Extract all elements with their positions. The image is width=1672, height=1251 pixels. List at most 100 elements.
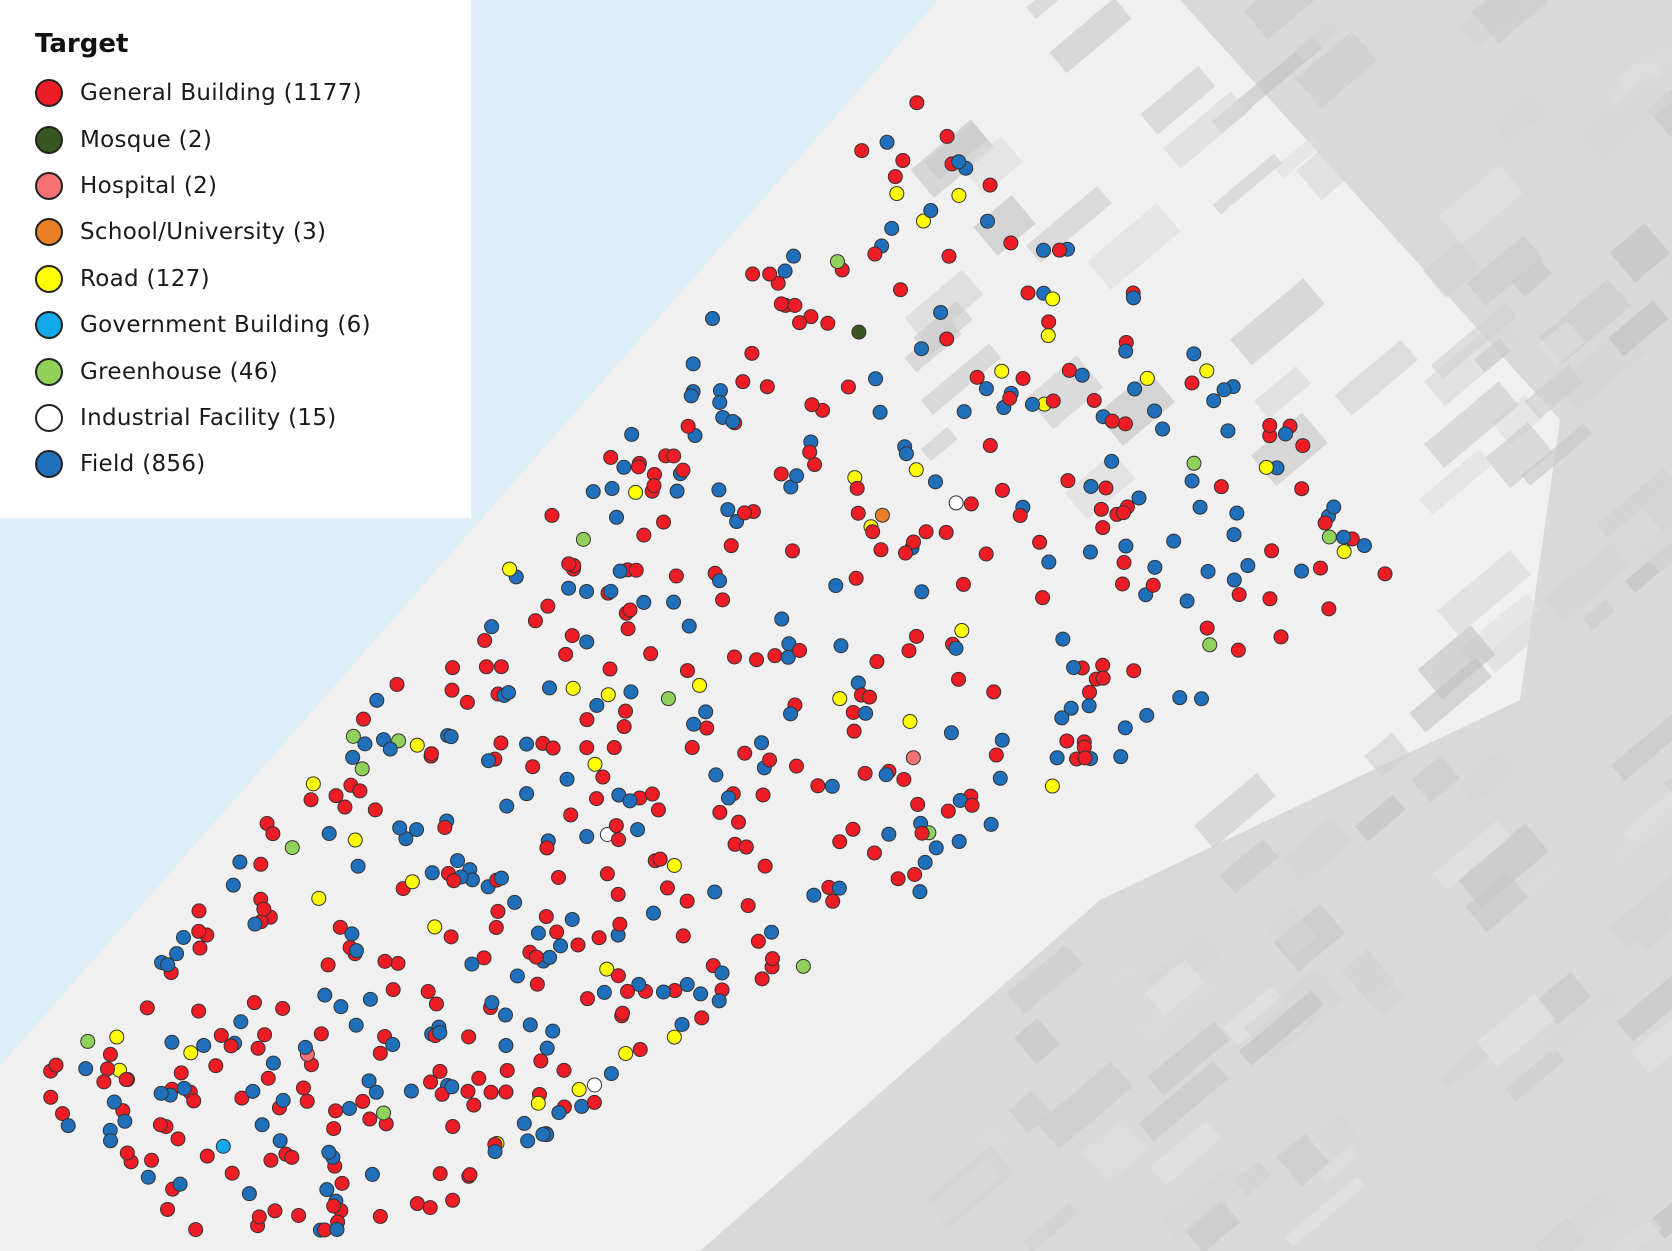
map-marker xyxy=(1294,563,1310,579)
legend-label: Greenhouse (46) xyxy=(80,358,279,385)
map-marker xyxy=(610,968,626,984)
map-marker xyxy=(250,1040,266,1056)
map-marker xyxy=(484,619,500,635)
map-marker xyxy=(1356,538,1372,554)
map-marker xyxy=(906,534,922,550)
map-marker xyxy=(828,578,844,594)
map-marker xyxy=(362,1111,378,1127)
map-marker xyxy=(608,818,624,834)
map-marker xyxy=(1127,381,1143,397)
map-marker xyxy=(256,901,272,917)
map-marker xyxy=(599,866,615,882)
field-patch xyxy=(921,1157,1003,1232)
map-marker xyxy=(591,930,607,946)
map-marker xyxy=(792,315,808,331)
map-marker xyxy=(99,1061,115,1077)
map-marker xyxy=(498,1038,514,1054)
field-patch xyxy=(1295,30,1378,109)
map-marker xyxy=(750,933,766,949)
map-marker xyxy=(1312,560,1328,576)
map-marker xyxy=(851,324,867,340)
legend-item: Industrial Facility (15) xyxy=(35,395,471,441)
field-patch xyxy=(1542,986,1621,1056)
map-marker xyxy=(833,638,849,654)
legend-label: General Building (1177) xyxy=(80,80,362,107)
map-marker xyxy=(55,1106,71,1122)
map-marker xyxy=(303,792,319,808)
field-patch xyxy=(1281,816,1353,884)
map-marker xyxy=(409,1196,425,1212)
map-marker xyxy=(564,911,580,927)
map-marker xyxy=(767,648,783,664)
map-marker xyxy=(712,573,728,589)
field-patch xyxy=(1538,320,1586,367)
map-marker xyxy=(1086,392,1102,408)
map-marker xyxy=(321,1144,337,1160)
map-marker xyxy=(1083,478,1099,494)
map-marker xyxy=(754,735,770,751)
map-marker xyxy=(389,676,405,692)
map-marker xyxy=(1231,587,1247,603)
field-patch xyxy=(1244,0,1329,40)
map-marker xyxy=(1294,481,1310,497)
map-marker xyxy=(102,1133,118,1149)
map-marker xyxy=(616,719,632,735)
map-marker xyxy=(623,684,639,700)
map-marker xyxy=(711,993,727,1009)
field-patch xyxy=(1612,1215,1663,1251)
field-patch xyxy=(1014,1017,1060,1065)
field-patch xyxy=(1655,230,1672,286)
map-marker xyxy=(305,776,321,792)
map-marker xyxy=(1015,371,1031,387)
map-marker xyxy=(948,640,964,656)
map-marker xyxy=(357,736,373,752)
map-marker xyxy=(1326,499,1342,515)
map-marker xyxy=(509,968,525,984)
map-marker xyxy=(579,712,595,728)
map-marker xyxy=(698,704,714,720)
map-marker xyxy=(712,394,728,410)
field-patch xyxy=(1138,1060,1229,1142)
map-marker xyxy=(490,903,506,919)
map-marker xyxy=(520,1133,536,1149)
map-marker xyxy=(804,397,820,413)
legend-swatch xyxy=(35,264,63,293)
map-marker xyxy=(369,692,385,708)
map-marker xyxy=(777,263,793,279)
map-marker xyxy=(267,1203,283,1219)
field-patch xyxy=(962,136,1023,195)
map-marker xyxy=(983,816,999,832)
field-patch xyxy=(1481,607,1555,673)
map-marker xyxy=(1081,698,1097,714)
map-marker xyxy=(502,561,518,577)
map-marker xyxy=(858,705,874,721)
map-marker xyxy=(712,804,728,820)
map-marker xyxy=(636,527,652,543)
field-patch xyxy=(1049,0,1132,74)
map-marker xyxy=(432,1025,448,1041)
map-marker xyxy=(328,1103,344,1119)
map-marker xyxy=(160,957,176,973)
map-marker xyxy=(334,1175,350,1191)
map-marker xyxy=(604,481,620,497)
map-marker xyxy=(372,1208,388,1224)
map-marker xyxy=(603,583,619,599)
field-patch xyxy=(1212,153,1283,215)
map-marker xyxy=(160,1201,176,1217)
map-marker xyxy=(854,143,870,159)
map-marker xyxy=(963,496,979,512)
map-marker xyxy=(939,128,955,144)
map-marker xyxy=(905,750,921,766)
map-marker xyxy=(498,1084,514,1100)
map-marker xyxy=(679,663,695,679)
map-marker xyxy=(559,771,575,787)
field-patch xyxy=(1357,968,1405,1017)
map-marker xyxy=(284,840,300,856)
map-marker xyxy=(551,869,567,885)
map-marker xyxy=(720,790,736,806)
map-marker xyxy=(1045,393,1061,409)
map-marker xyxy=(954,623,970,639)
field-patch xyxy=(1611,707,1672,781)
field-patch xyxy=(1424,317,1522,407)
map-marker xyxy=(656,514,672,530)
